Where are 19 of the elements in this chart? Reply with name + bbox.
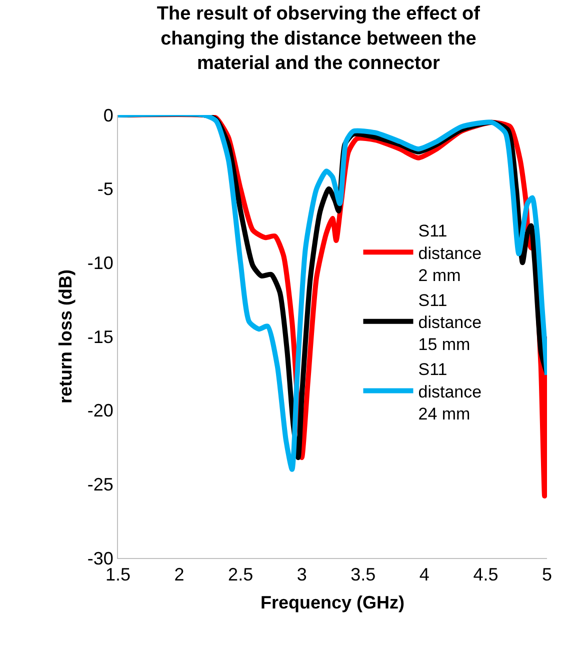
x-tick-label: 4.5	[473, 564, 498, 585]
x-tick-label: 3.5	[350, 564, 376, 585]
y-axis-title: return loss (dB)	[56, 269, 76, 404]
x-tick-label: 5	[542, 564, 552, 585]
chart-title: The result of observing the effect of changing the distance between the material and the connector	[156, 4, 481, 74]
y-tick-label: 0	[103, 105, 114, 126]
y-tick-label: -5	[97, 179, 114, 200]
legend-label: S11 distance 24 mm	[418, 360, 482, 424]
y-tick-label: -20	[87, 400, 114, 421]
y-tick-label: -25	[87, 474, 114, 494]
y-tick-label: -10	[87, 252, 114, 273]
x-tick-label: 2.5	[228, 564, 254, 585]
x-tick-label: 3	[296, 564, 307, 585]
x-tick-label: 4	[419, 564, 430, 585]
x-axis-title: Frequency (GHz)	[260, 592, 405, 613]
legend-label: S11 distance 15 mm	[418, 290, 482, 354]
y-tick-label: -15	[87, 326, 114, 347]
x-tick-label: 2	[174, 564, 184, 585]
legend-label: S11 distance 2 mm	[418, 222, 482, 285]
